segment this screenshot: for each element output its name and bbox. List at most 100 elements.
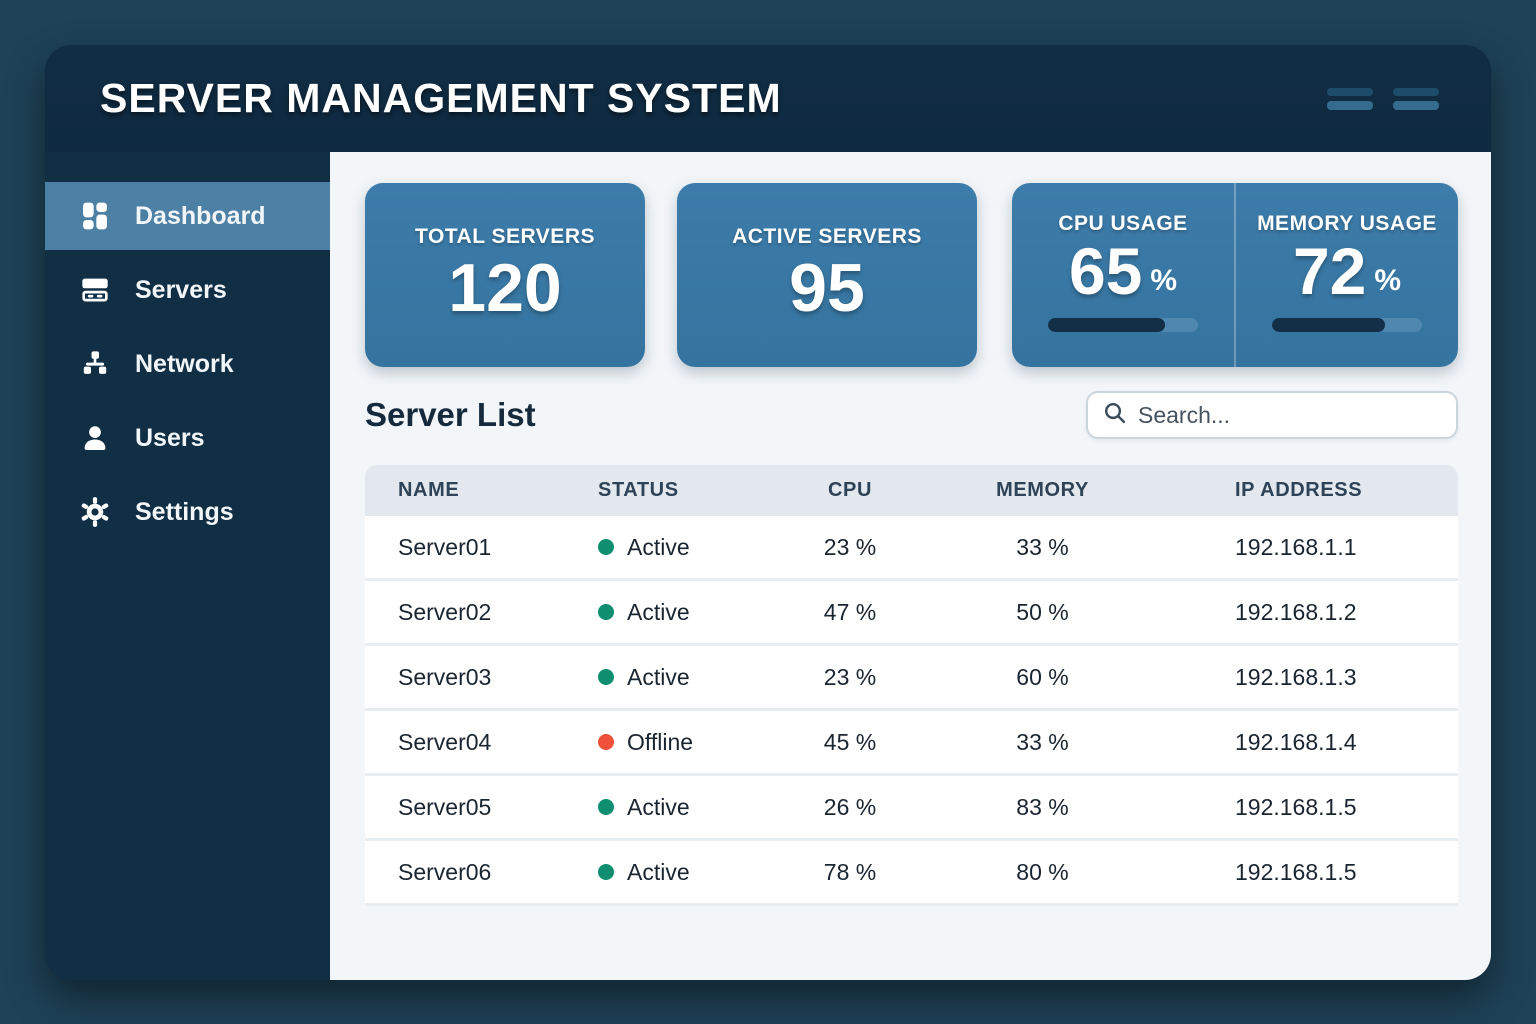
- table-body: Server01 Active 23 % 33 % 192.168.1.1 Se…: [365, 516, 1458, 906]
- stat-card-label: TOTAL SERVERS: [415, 225, 595, 249]
- table-row[interactable]: Server02 Active 47 % 50 % 192.168.1.2: [365, 581, 1458, 646]
- column-header-cpu: CPU: [827, 479, 873, 501]
- settings-gear-icon: [78, 495, 112, 529]
- status-dot: [598, 864, 614, 880]
- usage-progress-fill: [1048, 318, 1165, 332]
- usage-unit: %: [1150, 264, 1178, 297]
- sidebar-item-settings[interactable]: Settings: [45, 478, 330, 546]
- stat-card-value: 95: [789, 250, 865, 327]
- stat-card: TOTAL SERVERS 120: [365, 183, 645, 367]
- column-header-status: STATUS: [598, 479, 679, 501]
- usage-value: 72: [1292, 234, 1367, 308]
- server-memory: 60 %: [1016, 663, 1069, 690]
- usage-value: 65: [1068, 234, 1143, 308]
- network-icon: [78, 347, 112, 381]
- status-dot: [598, 734, 614, 750]
- app-body: Dashboard Servers Network Users Settings…: [45, 152, 1491, 980]
- status-label: Active: [627, 598, 690, 625]
- usage-progress-fill: [1272, 318, 1385, 332]
- server-memory: 33 %: [1016, 533, 1069, 560]
- server-cpu: 23 %: [823, 533, 877, 560]
- sidebar-item-label: Users: [135, 423, 205, 452]
- stat-card: ACTIVE SERVERS 95: [677, 183, 977, 367]
- menu-lines-icon-1[interactable]: [1327, 86, 1373, 112]
- stat-card-label: ACTIVE SERVERS: [732, 225, 922, 249]
- sidebar-item-users[interactable]: Users: [45, 404, 330, 472]
- table-row[interactable]: Server03 Active 23 % 60 % 192.168.1.3: [365, 646, 1458, 711]
- server-ip: 192.168.1.2: [1235, 598, 1357, 625]
- status-label: Active: [627, 663, 690, 690]
- stat-card-value: 120: [448, 250, 562, 327]
- table-row[interactable]: Server06 Active 78 % 80 % 192.168.1.5: [365, 841, 1458, 906]
- usage-progress-track: [1048, 318, 1198, 332]
- main-content: TOTAL SERVERS 120 ACTIVE SERVERS 95 CPU …: [330, 152, 1491, 980]
- server-cpu: 26 %: [823, 793, 877, 820]
- server-name: Server05: [398, 793, 492, 820]
- sidebar: Dashboard Servers Network Users Settings: [45, 152, 330, 980]
- usage-card: CPU USAGE 65 % MEMORY USAGE 72 %: [1012, 183, 1458, 367]
- app-window: SERVER MANAGEMENT SYSTEM Dashboard Serve…: [45, 45, 1491, 980]
- app-title: SERVER MANAGEMENT SYSTEM: [100, 75, 782, 121]
- status-label: Active: [627, 793, 690, 820]
- sidebar-item-label: Network: [135, 349, 234, 378]
- column-header-memory: MEMORY: [996, 479, 1089, 501]
- users-icon: [78, 421, 112, 455]
- server-name: Server01: [398, 533, 492, 560]
- menu-lines-icon-2[interactable]: [1393, 86, 1439, 112]
- server-ip: 192.168.1.4: [1235, 728, 1357, 755]
- server-name: Server02: [398, 598, 492, 625]
- server-cpu: 47 %: [823, 598, 877, 625]
- header-actions: [1327, 86, 1439, 112]
- column-header-name: NAME: [398, 479, 460, 501]
- usage-unit: %: [1374, 264, 1402, 297]
- server-memory: 50 %: [1016, 598, 1069, 625]
- server-ip: 192.168.1.5: [1235, 858, 1357, 885]
- usage-panel: CPU USAGE 65 %: [1012, 183, 1234, 367]
- server-ip: 192.168.1.1: [1235, 533, 1357, 560]
- sidebar-item-label: Settings: [135, 497, 234, 526]
- search-input[interactable]: [1138, 401, 1442, 429]
- status-label: Active: [627, 858, 690, 885]
- status-dot: [598, 669, 614, 685]
- table-row[interactable]: Server05 Active 26 % 83 % 192.168.1.5: [365, 776, 1458, 841]
- sidebar-item-network[interactable]: Network: [45, 330, 330, 398]
- server-table: NAME STATUS CPU MEMORY IP ADDRESS Server…: [365, 465, 1458, 906]
- status-dot: [598, 604, 614, 620]
- status-label: Offline: [627, 728, 694, 755]
- server-ip: 192.168.1.3: [1235, 663, 1357, 690]
- usage-label: MEMORY USAGE: [1257, 212, 1437, 235]
- server-list-title: Server List: [365, 396, 536, 433]
- server-ip: 192.168.1.5: [1235, 793, 1357, 820]
- server-cpu: 78 %: [823, 858, 877, 885]
- table-header-row: NAME STATUS CPU MEMORY IP ADDRESS: [365, 465, 1458, 516]
- search-icon: [1102, 400, 1128, 431]
- server-memory: 83 %: [1016, 793, 1069, 820]
- app-header: SERVER MANAGEMENT SYSTEM: [45, 45, 1491, 152]
- status-label: Active: [627, 533, 690, 560]
- server-memory: 80 %: [1016, 858, 1069, 885]
- table-row[interactable]: Server01 Active 23 % 33 % 192.168.1.1: [365, 516, 1458, 581]
- server-name: Server06: [398, 858, 492, 885]
- usage-label: CPU USAGE: [1058, 212, 1188, 235]
- sidebar-item-dashboard[interactable]: Dashboard: [45, 182, 330, 250]
- search-box[interactable]: [1086, 391, 1458, 439]
- sidebar-item-label: Servers: [135, 275, 227, 304]
- column-header-ip: IP ADDRESS: [1235, 479, 1363, 501]
- server-name: Server04: [398, 728, 492, 755]
- server-cpu: 23 %: [823, 663, 877, 690]
- stats-row: TOTAL SERVERS 120 ACTIVE SERVERS 95 CPU …: [365, 183, 1458, 367]
- usage-progress-track: [1272, 318, 1422, 332]
- server-list-header: Server List: [365, 391, 1458, 439]
- server-memory: 33 %: [1016, 728, 1069, 755]
- server-cpu: 45 %: [823, 728, 877, 755]
- dashboard-grid-icon: [78, 199, 112, 233]
- sidebar-item-label: Dashboard: [135, 201, 266, 230]
- sidebar-item-servers[interactable]: Servers: [45, 256, 330, 324]
- table-row[interactable]: Server04 Offline 45 % 33 % 192.168.1.4: [365, 711, 1458, 776]
- status-dot: [598, 799, 614, 815]
- servers-icon: [78, 273, 112, 307]
- usage-panel: MEMORY USAGE 72 %: [1234, 183, 1458, 367]
- status-dot: [598, 539, 614, 555]
- server-name: Server03: [398, 663, 492, 690]
